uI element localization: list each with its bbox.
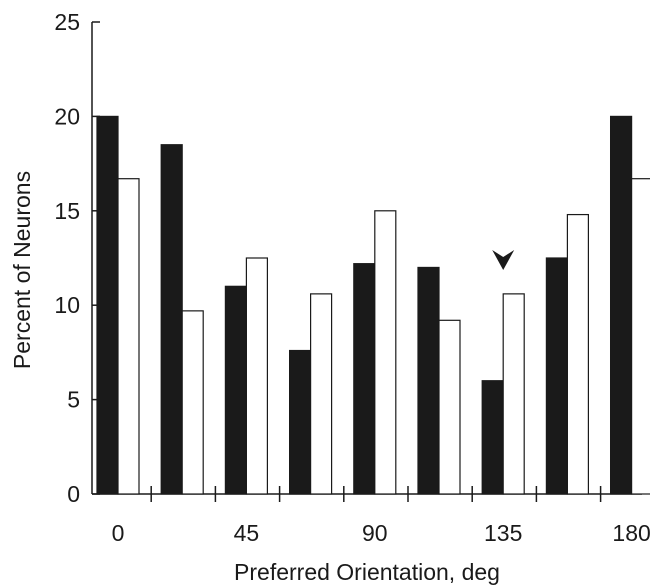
- y-tick-label: 20: [54, 103, 80, 129]
- bar: [117, 178, 140, 495]
- x-tick-label: 90: [362, 520, 388, 546]
- bar: [160, 144, 183, 495]
- bar: [224, 285, 247, 495]
- y-tick-label: 10: [54, 292, 80, 318]
- y-tick-label: 15: [54, 198, 80, 224]
- tick-labels: 0 5 10 15 20 25 0 45 90 135 180: [54, 9, 650, 546]
- y-tick-label: 5: [67, 387, 80, 413]
- x-tick-label: 0: [112, 520, 125, 546]
- x-tick-label: 135: [484, 520, 522, 546]
- x-axis-label: Preferred Orientation, deg: [234, 559, 500, 585]
- bar: [609, 115, 633, 495]
- bar: [438, 319, 461, 495]
- bar: [310, 293, 333, 495]
- bar: [181, 310, 204, 495]
- y-tick-label: 25: [54, 9, 80, 35]
- x-tick-label: 45: [234, 520, 260, 546]
- bar: [545, 257, 569, 495]
- arrowhead-annotation: [492, 250, 515, 270]
- y-tick-label: 0: [67, 481, 80, 507]
- bar: [481, 380, 504, 495]
- bar: [630, 178, 650, 495]
- bar: [566, 213, 590, 495]
- bar: [353, 263, 376, 495]
- x-tick-label: 180: [612, 520, 650, 546]
- bar: [289, 349, 312, 495]
- bar: [245, 257, 268, 495]
- bar: [502, 293, 525, 495]
- bars: [96, 115, 650, 495]
- y-axis-label: Percent of Neurons: [9, 171, 35, 369]
- bar: [374, 210, 397, 495]
- bar: [96, 115, 119, 495]
- bar: [417, 266, 440, 495]
